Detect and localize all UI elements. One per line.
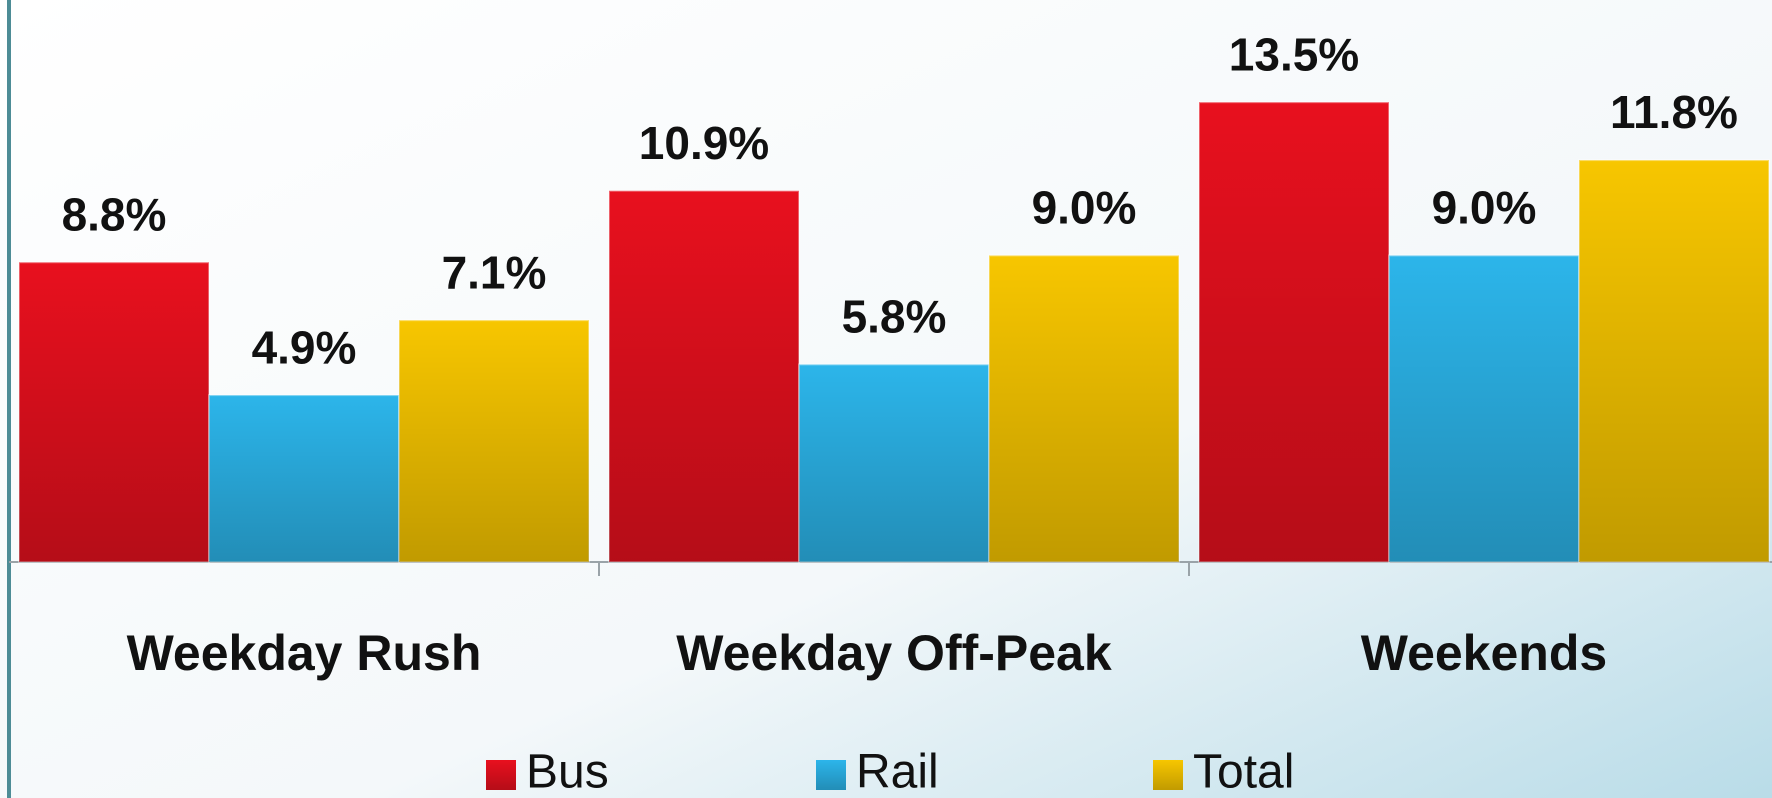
bar xyxy=(208,394,400,563)
data-label: 8.8% xyxy=(62,188,167,240)
legend-label: Bus xyxy=(526,746,609,798)
data-label: 11.8% xyxy=(1610,86,1738,138)
bar xyxy=(18,261,210,563)
data-label: 5.8% xyxy=(842,291,947,343)
x-tick-label: Weekday Rush xyxy=(127,625,482,681)
bar xyxy=(608,189,800,564)
x-tick-label: Weekday Off-Peak xyxy=(676,625,1112,681)
legend-swatch-shade xyxy=(486,760,516,790)
bar xyxy=(1198,101,1390,563)
data-label: 13.5% xyxy=(1229,28,1359,80)
data-label: 10.9% xyxy=(639,117,769,169)
data-label: 4.9% xyxy=(252,321,357,373)
data-label: 7.1% xyxy=(442,246,547,298)
legend-label: Total xyxy=(1193,746,1294,798)
x-tick-label: Weekends xyxy=(1361,625,1607,681)
bar xyxy=(988,254,1180,563)
data-label: 9.0% xyxy=(1432,182,1537,234)
legend-swatch-shade xyxy=(816,760,846,790)
legend-label: Rail xyxy=(856,746,939,798)
bar xyxy=(1388,254,1580,563)
bar xyxy=(398,319,590,564)
bar xyxy=(798,363,990,563)
legend-swatch-shade xyxy=(1153,760,1183,790)
data-label: 9.0% xyxy=(1032,182,1137,234)
bar xyxy=(1578,159,1770,564)
